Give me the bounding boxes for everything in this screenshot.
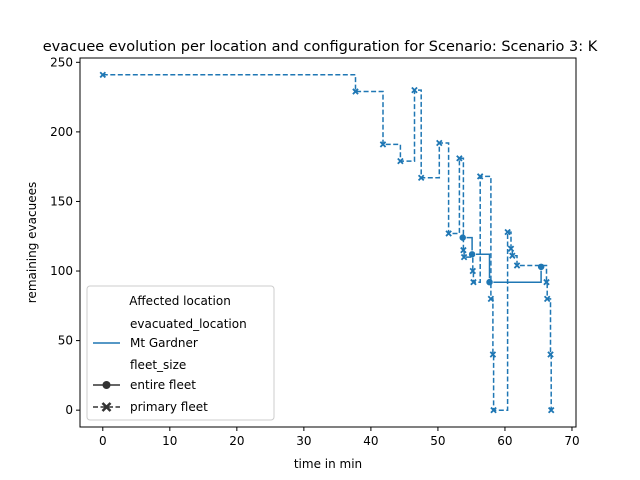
data-point-entire-fleet [537, 262, 546, 271]
x-tick-label: 20 [229, 434, 244, 448]
data-point-primary-fleet [460, 253, 468, 261]
data-point-primary-fleet [489, 351, 497, 358]
data-point-primary-fleet [397, 157, 404, 165]
x-tick-label: 10 [162, 434, 177, 448]
legend-primary-fleet-label: primary fleet [130, 400, 208, 414]
y-tick-label: 150 [50, 194, 73, 208]
data-point-primary-fleet [543, 295, 551, 303]
x-tick-label: 0 [99, 434, 107, 448]
data-point-primary-fleet [445, 230, 452, 237]
legend-primary-fleet-marker [101, 402, 112, 412]
data-point-primary-fleet [476, 173, 484, 180]
data-point-primary-fleet [513, 262, 521, 269]
data-point-primary-fleet [504, 228, 511, 236]
y-axis-label: remaining evacuees [25, 182, 39, 303]
x-tick-label: 40 [363, 434, 378, 448]
chart-title: evacuee evolution per location and confi… [43, 39, 598, 55]
x-tick-label: 60 [497, 434, 512, 448]
data-point-primary-fleet [411, 86, 418, 94]
data-point-primary-fleet [379, 141, 387, 148]
x-tick-label: 50 [430, 434, 445, 448]
x-tick-label: 70 [564, 434, 579, 448]
legend-title: Affected location [129, 294, 231, 308]
data-point-primary-fleet [460, 246, 467, 254]
series-layer [99, 71, 555, 414]
legend-style-heading: fleet_size [130, 358, 186, 372]
legend-entire-fleet-label: entire fleet [130, 378, 196, 392]
data-point-primary-fleet [490, 406, 497, 414]
y-tick-label: 100 [50, 264, 73, 278]
legend-hue-heading: evacuated_location [130, 317, 247, 331]
legend-mt-gardner-label: Mt Gardner [130, 336, 198, 350]
data-point-primary-fleet [470, 278, 477, 286]
data-point-primary-fleet [456, 155, 463, 162]
data-point-primary-fleet [417, 174, 425, 182]
data-point-primary-fleet [352, 88, 359, 95]
x-tick-label: 30 [296, 434, 311, 448]
data-point-primary-fleet [547, 351, 554, 358]
plot-frame [79, 57, 577, 428]
x-axis-label: time in min [294, 457, 362, 471]
data-point-primary-fleet [99, 71, 107, 79]
data-point-entire-fleet [485, 278, 494, 287]
data-point-primary-fleet [507, 245, 515, 252]
x-axis-ticks: 0 10 20 30 40 50 60 70 [99, 427, 580, 448]
legend: Affected location evacuated_location Mt … [86, 285, 275, 421]
y-tick-label: 200 [50, 125, 73, 139]
data-point-primary-fleet [543, 278, 550, 286]
y-tick-label: 50 [58, 334, 73, 348]
legend-entire-fleet-marker [102, 381, 111, 389]
data-point-primary-fleet [509, 252, 516, 259]
y-tick-label: 250 [50, 55, 73, 69]
data-point-primary-fleet [547, 406, 555, 414]
series-line-entire-fleet [462, 236, 542, 283]
y-axis-ticks: 0 50 100 150 200 250 [50, 55, 80, 417]
data-point-primary-fleet [469, 267, 477, 275]
legend-box [86, 285, 275, 421]
data-point-primary-fleet [487, 295, 495, 303]
data-point-primary-fleet [436, 139, 443, 147]
y-tick-label: 0 [65, 403, 73, 417]
